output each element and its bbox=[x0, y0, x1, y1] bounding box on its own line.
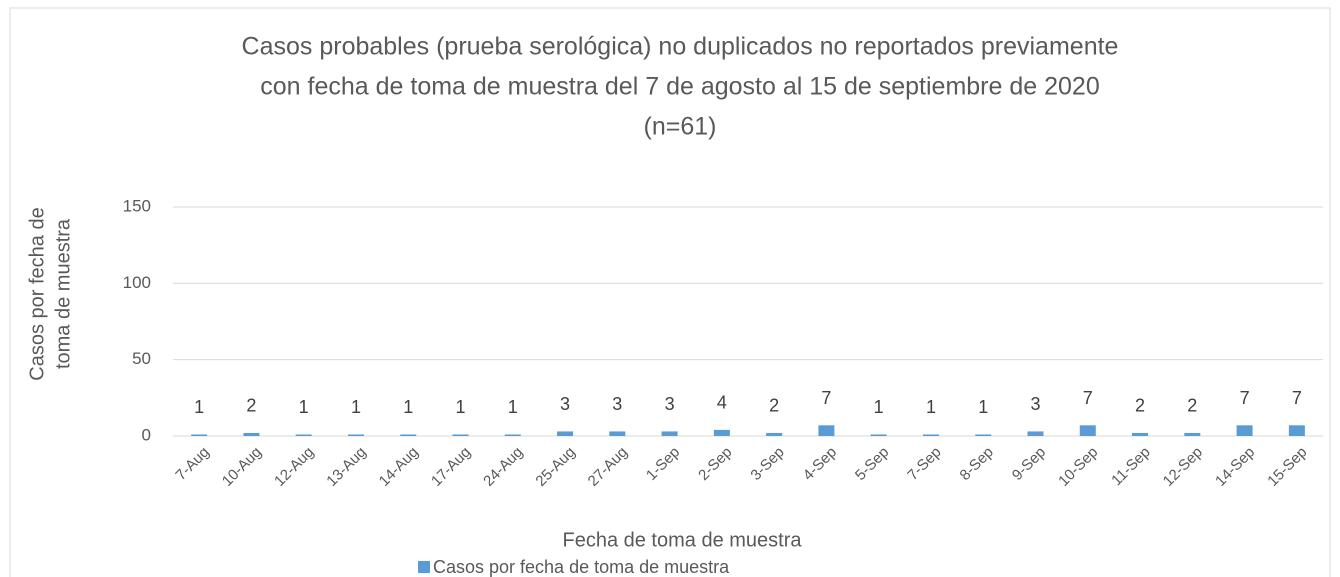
value-label: 2 bbox=[769, 396, 779, 416]
chart-title: Casos probables (prueba serológica) no d… bbox=[242, 33, 1119, 61]
value-label: 3 bbox=[1030, 394, 1040, 414]
value-label: 1 bbox=[194, 397, 204, 417]
value-label: 2 bbox=[1135, 396, 1145, 416]
value-label: 1 bbox=[978, 397, 988, 417]
value-label: 1 bbox=[299, 397, 309, 417]
bar bbox=[870, 434, 887, 436]
value-label: 3 bbox=[612, 394, 622, 414]
bar bbox=[243, 432, 260, 436]
bar bbox=[1184, 432, 1201, 436]
bar bbox=[975, 434, 992, 436]
chart-title: con fecha de toma de muestra del 7 de ag… bbox=[260, 73, 1099, 101]
value-label: 1 bbox=[508, 397, 518, 417]
bar bbox=[557, 431, 574, 436]
y-axis-title: toma de muestra bbox=[52, 218, 74, 369]
value-label: 7 bbox=[1292, 388, 1302, 408]
bar bbox=[452, 434, 469, 436]
value-label: 3 bbox=[560, 394, 570, 414]
bar bbox=[1027, 431, 1044, 436]
y-axis-title: Casos por fecha de bbox=[26, 207, 48, 380]
bar bbox=[295, 434, 312, 436]
y-tick-label: 100 bbox=[123, 273, 151, 292]
bar bbox=[1132, 432, 1149, 436]
value-label: 7 bbox=[1240, 388, 1250, 408]
bar bbox=[661, 431, 678, 436]
y-tick-label: 50 bbox=[132, 349, 151, 368]
legend-swatch bbox=[418, 561, 430, 573]
value-label: 2 bbox=[246, 396, 256, 416]
bar bbox=[347, 434, 364, 436]
bar bbox=[713, 429, 730, 436]
value-label: 1 bbox=[874, 397, 884, 417]
bar bbox=[191, 434, 208, 436]
legend-label: Casos por fecha de toma de muestra bbox=[433, 557, 730, 577]
bar bbox=[766, 432, 783, 436]
bar bbox=[1288, 425, 1305, 436]
y-tick-label: 0 bbox=[142, 425, 151, 444]
bar bbox=[1079, 425, 1096, 436]
bar bbox=[400, 434, 417, 436]
bar bbox=[1236, 425, 1253, 436]
value-label: 1 bbox=[926, 397, 936, 417]
value-label: 1 bbox=[455, 397, 465, 417]
chart-title: (n=61) bbox=[644, 113, 717, 141]
value-label: 1 bbox=[351, 397, 361, 417]
y-tick-label: 150 bbox=[123, 196, 151, 215]
value-label: 4 bbox=[717, 393, 727, 413]
value-label: 1 bbox=[403, 397, 413, 417]
bar bbox=[609, 431, 626, 436]
value-label: 7 bbox=[821, 388, 831, 408]
bar bbox=[818, 425, 835, 436]
value-label: 3 bbox=[665, 394, 675, 414]
value-label: 7 bbox=[1083, 388, 1093, 408]
x-axis-title: Fecha de toma de muestra bbox=[562, 529, 802, 551]
bar bbox=[922, 434, 939, 436]
value-label: 2 bbox=[1187, 396, 1197, 416]
chart-border bbox=[9, 7, 1331, 577]
bar bbox=[504, 434, 521, 436]
